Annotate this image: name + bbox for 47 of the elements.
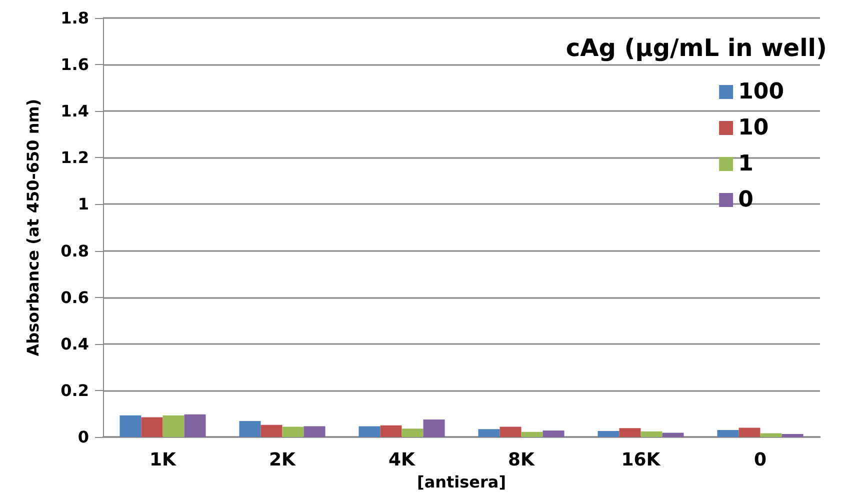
y-tick-label: 0.8 <box>60 241 89 260</box>
bar <box>162 415 184 437</box>
x-axis-title: [antisera] <box>416 472 506 492</box>
bar <box>782 434 804 437</box>
bar <box>738 428 760 437</box>
bar <box>141 417 163 437</box>
x-tick-label: 8K <box>508 450 536 470</box>
legend-label: 0 <box>738 188 754 212</box>
bar <box>478 429 500 437</box>
legend-label: 1 <box>738 152 754 176</box>
legend-title: cAg (µg/mL in well) <box>566 34 828 62</box>
y-tick-label: 0.6 <box>60 288 89 307</box>
bar <box>662 432 684 437</box>
bar <box>239 420 261 437</box>
y-tick-label: 0.4 <box>60 334 89 354</box>
legend-label: 10 <box>738 116 769 140</box>
x-tick-label: 4K <box>388 450 416 470</box>
bar <box>640 431 662 437</box>
bar <box>120 415 142 437</box>
y-axis-title: Absorbance (at 450-650 nm) <box>24 98 42 356</box>
bar <box>358 426 380 437</box>
bar <box>598 430 620 437</box>
x-tick-label: 1K <box>150 450 178 470</box>
bar <box>423 420 445 437</box>
x-tick-label: 2K <box>269 450 297 470</box>
y-tick-label: 0.2 <box>60 380 89 400</box>
bar <box>402 428 424 437</box>
bar <box>304 426 326 437</box>
x-tick-label: 16K <box>621 450 662 470</box>
x-tick-label: 0 <box>754 450 767 470</box>
bar <box>282 426 304 437</box>
bar <box>184 414 206 437</box>
bar <box>521 432 543 437</box>
y-tick-label: 1 <box>78 194 89 214</box>
y-tick-label: 1.4 <box>60 102 89 121</box>
bar <box>500 426 522 437</box>
y-tick-label: 1.8 <box>60 8 89 28</box>
bar <box>619 428 641 437</box>
legend-label: 100 <box>738 80 784 104</box>
y-tick-label: 1.6 <box>60 55 89 74</box>
bar <box>760 433 782 437</box>
y-tick-label: 0 <box>78 428 89 446</box>
bar <box>380 425 402 437</box>
bar <box>260 424 282 437</box>
bar <box>717 430 739 437</box>
y-tick-label: 1.2 <box>60 148 89 168</box>
bar <box>542 430 564 437</box>
